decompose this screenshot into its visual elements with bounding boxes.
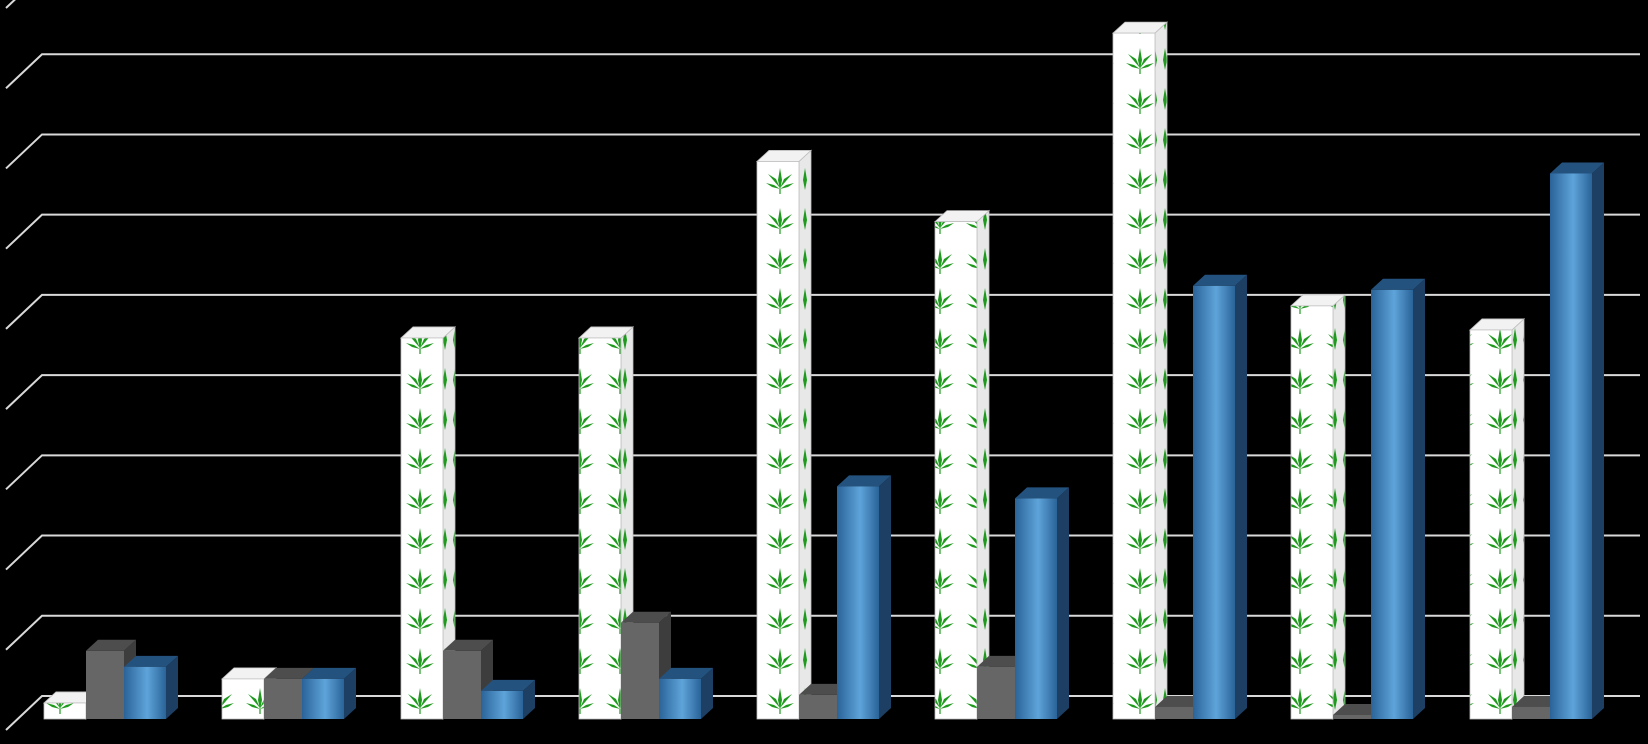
gridline xyxy=(5,133,1640,170)
bars xyxy=(42,21,1604,720)
bar-series-3 xyxy=(837,475,891,719)
gridline xyxy=(5,293,1640,330)
gridline xyxy=(5,374,1640,410)
gridline xyxy=(5,614,1640,651)
bar-series-3 xyxy=(302,667,356,719)
bar-series-1 xyxy=(1289,293,1347,720)
bar-series-3 xyxy=(481,679,535,719)
gridline xyxy=(5,213,1640,250)
grid-lines xyxy=(5,0,1640,731)
bar-series-3 xyxy=(1193,274,1247,719)
bar-series-3 xyxy=(1371,278,1425,719)
bar-series-1 xyxy=(933,209,991,720)
gridline xyxy=(5,534,1640,571)
bar-series-3 xyxy=(659,667,713,719)
bar-series-3 xyxy=(1550,162,1604,719)
bar-series-3 xyxy=(1015,487,1069,719)
gridline xyxy=(5,0,16,9)
bar-series-1 xyxy=(1111,21,1169,720)
bar-series-1 xyxy=(399,326,457,720)
bar-series-1 xyxy=(1468,318,1526,720)
gridline xyxy=(5,53,1640,89)
gridline xyxy=(5,454,1640,491)
bar-series-3 xyxy=(124,655,178,719)
gridline xyxy=(5,695,1640,731)
bar-series-1 xyxy=(755,149,813,720)
